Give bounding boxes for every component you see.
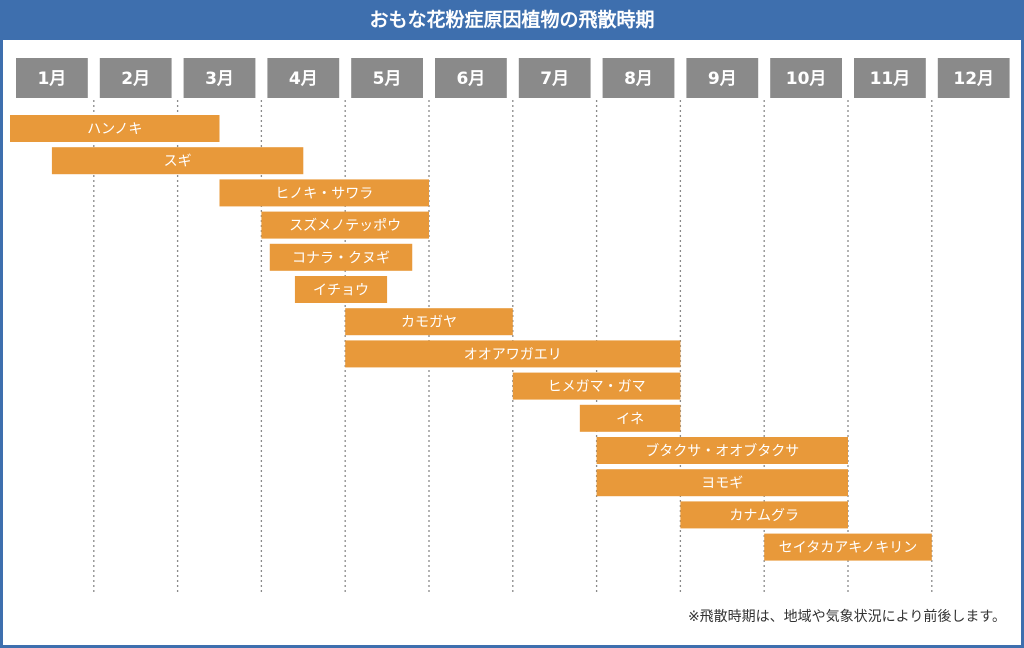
bar-label: スギ xyxy=(164,154,192,170)
bar-label: ヨモギ xyxy=(701,476,743,492)
pollen-period-bar xyxy=(345,340,681,368)
month-label: 5月 xyxy=(373,69,402,89)
month-label: 6月 xyxy=(456,69,485,89)
bar-label: オオアワガエリ xyxy=(464,347,562,363)
bar-label: カモガヤ xyxy=(401,315,457,331)
month-header-box xyxy=(183,58,256,98)
pollen-period-bar xyxy=(345,308,513,336)
month-label: 4月 xyxy=(289,69,318,89)
month-label: 7月 xyxy=(540,69,569,89)
month-label: 10月 xyxy=(786,69,827,89)
month-header-box xyxy=(770,58,842,98)
pollen-period-bar xyxy=(269,243,413,271)
bar-label: コナラ・クヌギ xyxy=(292,250,390,266)
month-header-box xyxy=(686,58,759,98)
month-header-box xyxy=(602,58,675,98)
month-label: 3月 xyxy=(205,69,234,89)
month-header-box xyxy=(267,58,340,98)
month-label: 1月 xyxy=(37,69,66,89)
month-header-box xyxy=(99,58,172,98)
bar-label: ヒメガマ・ガマ xyxy=(548,379,646,395)
month-label: 8月 xyxy=(624,69,653,89)
pollen-period-bar xyxy=(680,501,848,529)
month-label: 9月 xyxy=(708,69,737,89)
pollen-period-bar xyxy=(294,276,388,303)
month-header-box xyxy=(937,58,1010,98)
month-header-box xyxy=(435,58,507,98)
pollen-period-bar xyxy=(764,533,932,561)
pollen-period-bar xyxy=(261,211,429,239)
month-header-box xyxy=(351,58,423,98)
bar-label: ブタクサ・オオブタクサ xyxy=(645,443,799,460)
chart-title: おもな花粉症原因植物の飛散時期 xyxy=(0,0,1024,40)
pollen-period-bar xyxy=(596,469,848,497)
footnote: ※飛散時期は、地域や気象状況により前後します。 xyxy=(687,609,1006,625)
bar-label: スズメノテッポウ xyxy=(289,218,401,234)
pollen-period-bar xyxy=(10,115,220,142)
pollen-period-bar xyxy=(596,437,848,464)
bar-label: ヒノキ・サワラ xyxy=(275,186,373,202)
bar-label: イネ xyxy=(616,411,644,427)
pollen-period-bar xyxy=(219,179,429,207)
month-label: 2月 xyxy=(121,69,150,89)
bar-label: イチョウ xyxy=(313,283,369,299)
bar-label: カナムグラ xyxy=(729,508,799,524)
month-header-box xyxy=(518,58,591,98)
pollen-period-bar xyxy=(579,404,681,432)
pollen-period-bar xyxy=(512,372,681,400)
month-header-box xyxy=(16,58,88,98)
month-header-box xyxy=(854,58,926,98)
month-label: 12月 xyxy=(953,69,994,89)
bar-label: ハンノキ xyxy=(87,122,142,138)
bar-label: セイタカアキノキリン xyxy=(779,540,917,556)
month-label: 11月 xyxy=(870,69,911,89)
pollen-period-bar xyxy=(51,147,304,175)
